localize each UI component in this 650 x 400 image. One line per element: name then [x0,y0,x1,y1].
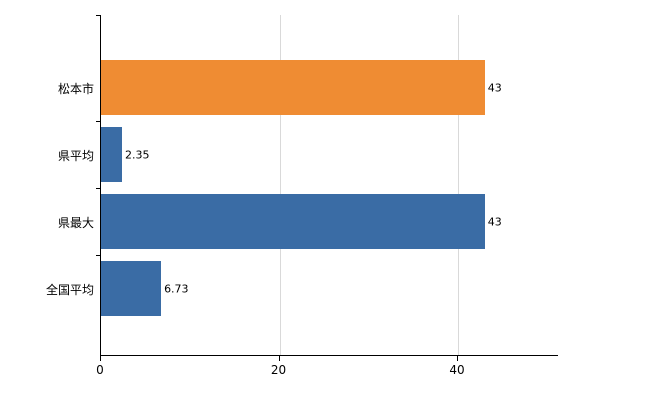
bar-0 [101,60,485,115]
category-label-0: 松本市 [57,81,94,96]
category-label-1: 県平均 [57,148,94,163]
bar-value-label-2: 43 [487,215,502,228]
y-axis-tick-2 [96,188,100,189]
plot-area: 43 2.35 43 6.73 [100,15,558,356]
x-axis-tick-40 [457,356,459,361]
x-axis-tick-label-0: 0 [96,363,104,377]
x-axis-tick-label-20: 20 [270,363,287,377]
category-label-2: 県最大 [57,215,94,230]
y-axis-tick-1 [96,121,100,122]
bar-2 [101,194,485,249]
x-axis-tick-0 [100,356,101,361]
bar-1 [101,127,122,182]
bar-value-label-0: 43 [487,81,502,94]
gridline-x-40 [458,15,460,355]
category-label-3: 全国平均 [45,282,94,297]
bar-value-label-3: 6.73 [164,282,189,295]
x-axis-tick-20 [278,356,280,361]
bar-3 [101,261,162,316]
y-axis-tick-3 [96,255,100,256]
x-axis-tick-label-40: 40 [449,363,465,377]
bar-value-label-1: 2.35 [124,148,150,161]
gridline-x-20 [279,15,281,355]
y-axis-tick-0 [96,15,100,16]
